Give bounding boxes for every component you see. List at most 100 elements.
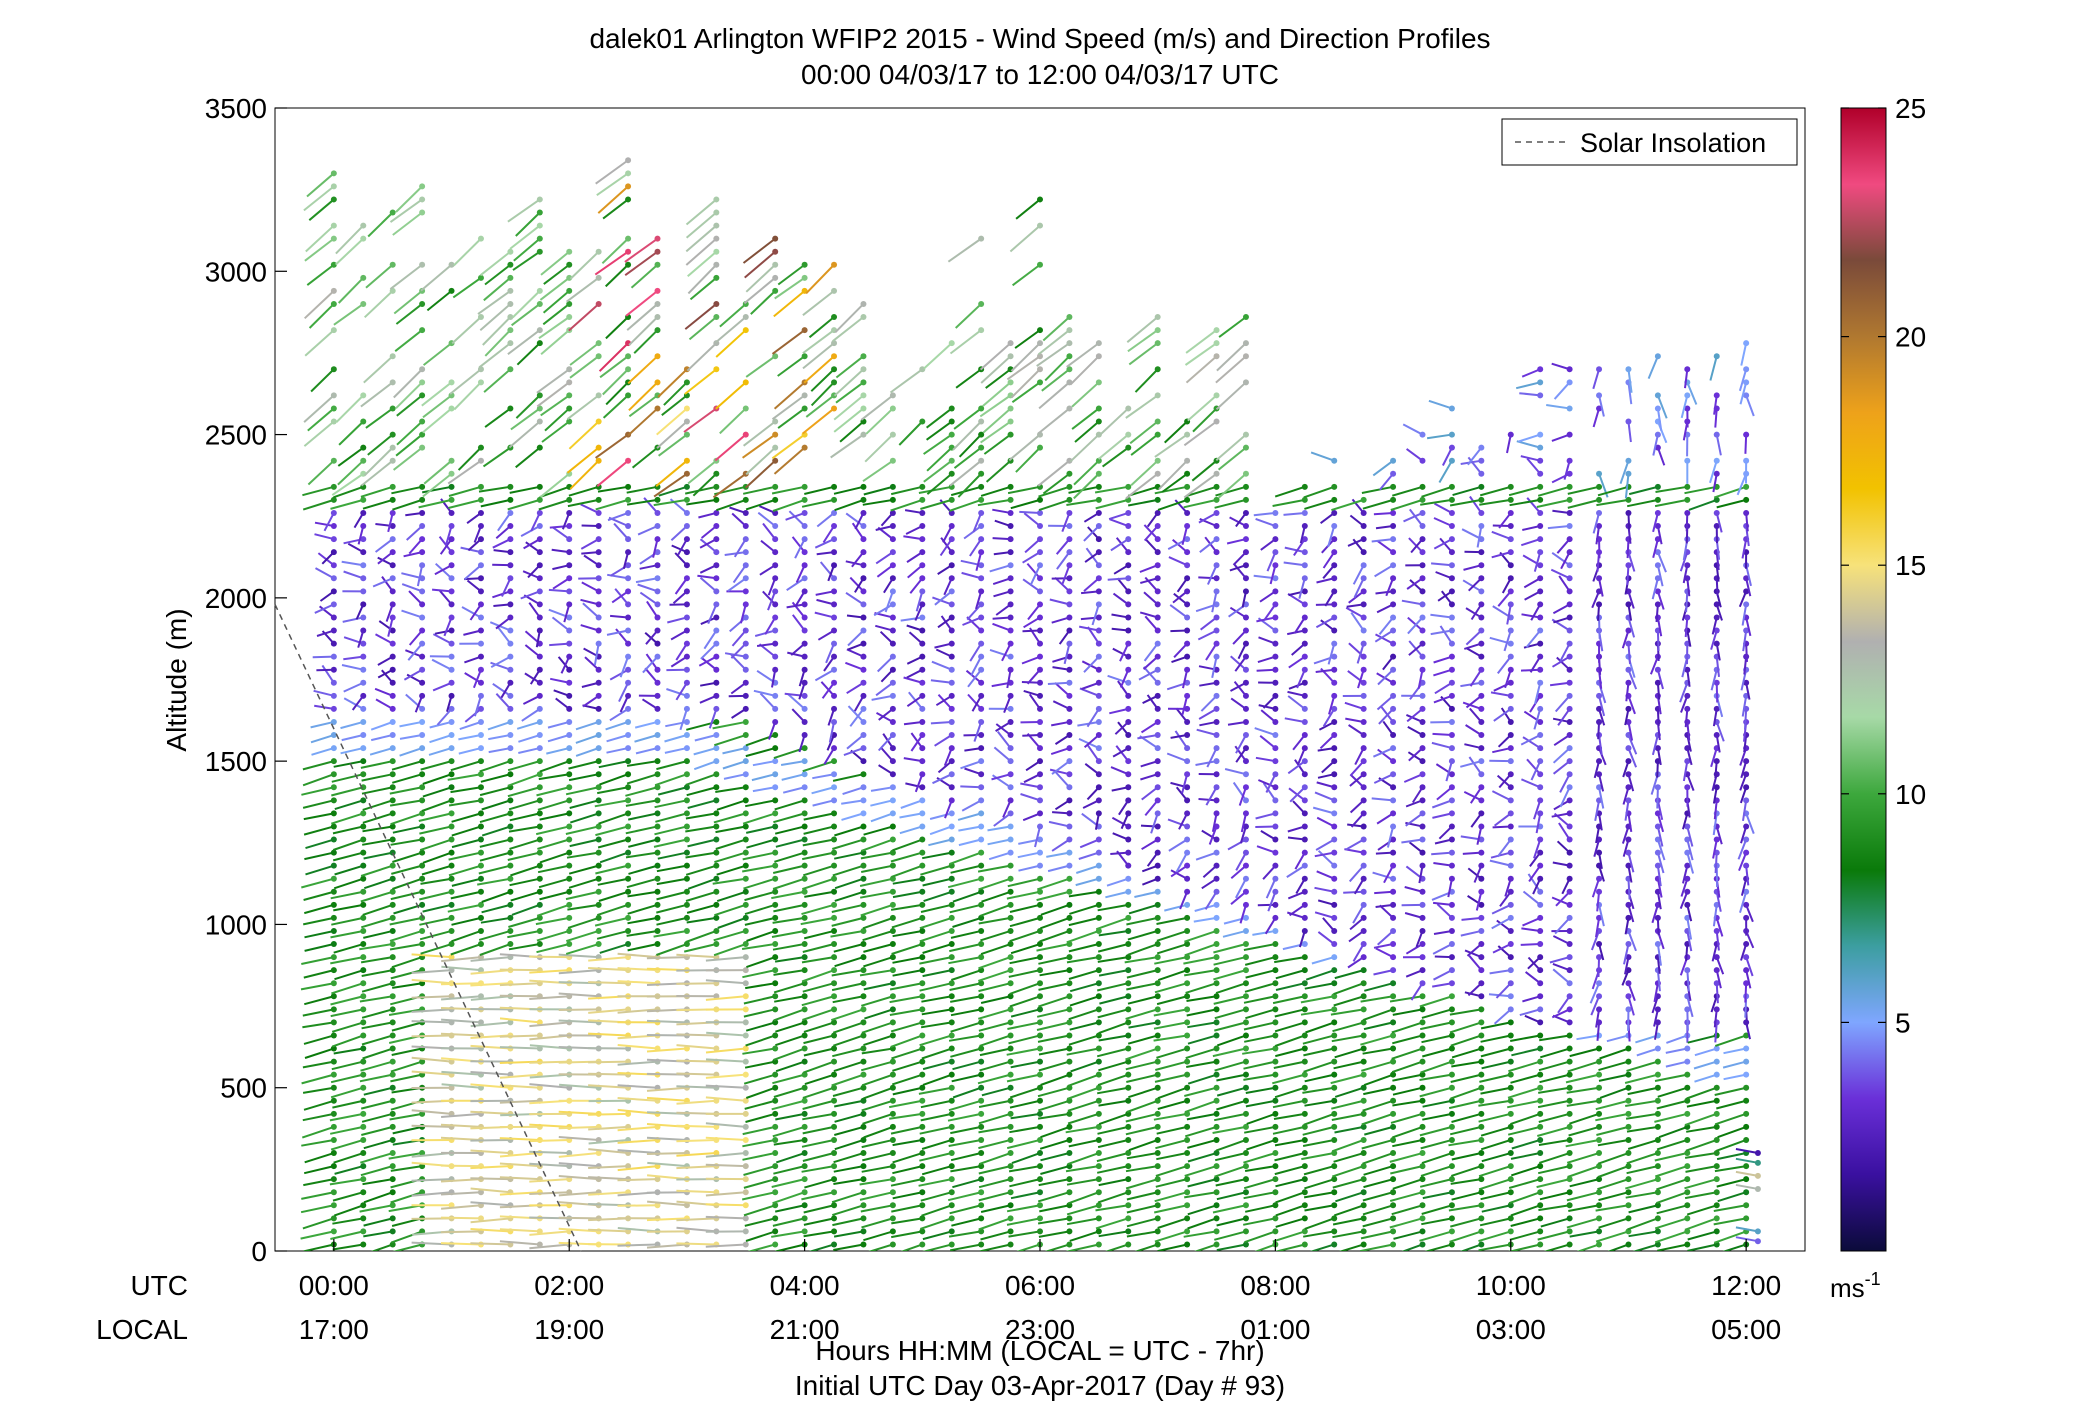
wind-barb-dot: [1095, 784, 1102, 791]
wind-barb-shaft: [481, 825, 511, 837]
wind-barb-dot: [713, 196, 720, 203]
wind-barb-shaft: [1134, 890, 1158, 898]
wind-barb-dot: [683, 640, 690, 647]
wind-barb-dot: [1184, 1136, 1191, 1143]
wind-barb-shaft: [566, 446, 600, 474]
wind-barb-dot: [860, 1045, 867, 1052]
wind-barb-shaft: [1274, 1152, 1306, 1162]
wind-barb-shaft: [875, 624, 894, 632]
wind-barb-dot: [801, 653, 808, 660]
wind-barb-shaft: [1050, 747, 1070, 756]
wind-barb-shaft: [362, 498, 393, 510]
wind-barb-shaft: [957, 812, 982, 821]
wind-barb-dot: [1154, 470, 1161, 477]
wind-barb-dot: [595, 718, 602, 725]
wind-barb-dot: [507, 261, 514, 268]
wind-barb-dot: [536, 248, 543, 255]
wind-barb-shaft: [1183, 420, 1218, 447]
wind-barb-shaft: [1096, 1165, 1129, 1174]
wind-barb-shaft: [1244, 1125, 1276, 1134]
wind-barb-shaft: [597, 786, 629, 795]
wind-barb-dot: [507, 758, 514, 765]
wind-barb-shaft: [1038, 995, 1070, 1008]
wind-barb-dot: [1272, 705, 1279, 712]
wind-barb-shaft: [331, 1021, 364, 1033]
wind-barb-shaft: [448, 851, 482, 861]
wind-barb-dot: [654, 797, 661, 804]
wind-barb-dot: [860, 771, 867, 778]
wind-barb-dot: [801, 444, 808, 451]
wind-barb-dot: [1272, 941, 1279, 948]
wind-barb-dot: [477, 888, 484, 895]
wind-barb-shaft: [714, 433, 747, 462]
wind-barb-shaft: [875, 551, 894, 565]
wind-barb-shaft: [1232, 781, 1247, 801]
wind-barb-shaft: [1091, 604, 1100, 626]
wind-barb-shaft: [1115, 537, 1130, 553]
wind-barb-shaft: [599, 851, 629, 864]
wind-barb-shaft: [1107, 577, 1129, 581]
wind-barb-shaft: [598, 760, 629, 769]
wind-barb-dot: [1213, 862, 1220, 869]
wind-barb-shaft: [1097, 1008, 1129, 1019]
wind-barb-dot: [1360, 888, 1367, 895]
wind-barb-dot: [625, 862, 632, 869]
wind-barb-dot: [625, 901, 632, 908]
wind-barb-dot: [389, 523, 396, 530]
wind-barb-shaft: [308, 303, 335, 329]
wind-barb-shaft: [1348, 590, 1365, 604]
wind-barb-dot: [1037, 954, 1043, 961]
wind-barb-dot: [1095, 732, 1102, 739]
wind-barb-shaft: [495, 693, 512, 710]
wind-barb-dot: [831, 941, 838, 948]
wind-barb-dot: [801, 405, 808, 412]
wind-barb-shaft: [1142, 655, 1159, 670]
wind-barb-shaft: [686, 786, 717, 797]
wind-barb-shaft: [567, 498, 599, 508]
wind-barb-dot: [1213, 901, 1220, 908]
wind-barb-dot: [889, 679, 896, 686]
wind-barb-dot: [831, 575, 838, 582]
wind-barb-dot: [448, 888, 455, 895]
wind-barb-shaft: [1345, 606, 1365, 619]
wind-barb-shaft: [833, 1034, 864, 1047]
wind-barb-shaft: [1372, 871, 1394, 880]
wind-barb-dot: [1007, 1202, 1014, 1209]
wind-barb-dot: [948, 823, 955, 830]
wind-barb-dot: [948, 1110, 955, 1117]
wind-barb-dot: [1007, 705, 1014, 712]
wind-barb-dot: [801, 1202, 808, 1209]
wind-barb-dot: [801, 483, 808, 490]
wind-barb-dot: [801, 901, 808, 908]
wind-barb-shaft: [1069, 995, 1100, 1007]
wind-barb-shaft: [304, 1152, 335, 1164]
wind-barb-shaft: [862, 916, 894, 930]
wind-barb-shaft: [1333, 1060, 1364, 1070]
wind-barb-dot: [919, 1058, 926, 1065]
wind-barb-dot: [389, 771, 396, 778]
wind-barb-shaft: [1267, 891, 1277, 912]
wind-barb-dot: [330, 327, 337, 334]
wind-barb-dot: [713, 888, 720, 895]
wind-barb-dot: [1390, 562, 1397, 569]
wind-barb-dot: [1095, 993, 1102, 1000]
wind-barb-dot: [1419, 1006, 1426, 1013]
wind-barb-dot: [389, 954, 396, 961]
wind-barb-shaft: [877, 734, 894, 752]
wind-barb-shaft: [1022, 551, 1041, 564]
wind-barb-dot: [978, 327, 985, 334]
wind-barb-dot: [742, 1189, 749, 1196]
wind-barb-shaft: [1332, 1217, 1364, 1226]
wind-barb-dot: [1242, 836, 1249, 843]
wind-barb-shaft: [1126, 916, 1158, 926]
wind-barb-dot: [507, 679, 514, 686]
wind-barb-shaft: [343, 570, 364, 580]
wind-barb-shaft: [646, 1152, 687, 1155]
wind-barb-dot: [566, 758, 573, 765]
wind-barb-shaft: [792, 614, 806, 632]
wind-barb-dot: [1242, 849, 1249, 856]
wind-barb-shaft: [1125, 1060, 1158, 1071]
wind-barb-shaft: [361, 916, 393, 929]
wind-barb-shaft: [520, 525, 541, 537]
wind-barb-dot: [477, 732, 484, 739]
